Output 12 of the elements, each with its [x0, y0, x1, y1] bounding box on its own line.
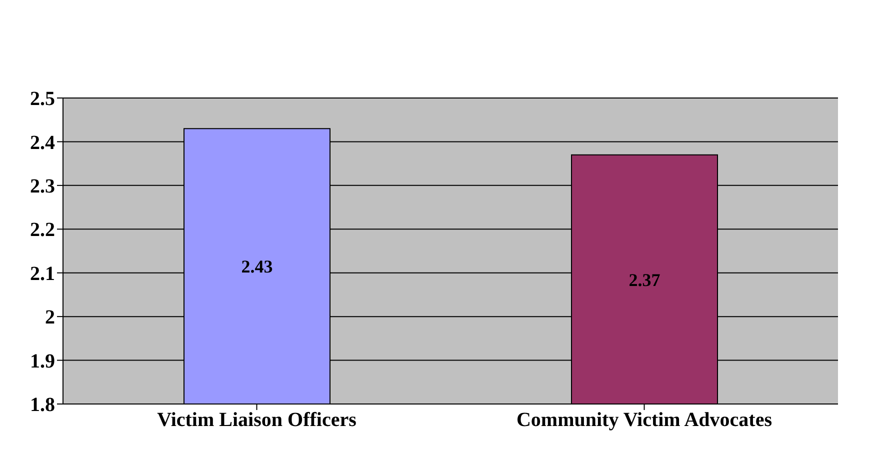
data-label: 2.37 [628, 270, 660, 290]
y-tick-label: 2.5 [30, 88, 55, 110]
x-tick-label: Victim Liaison Officers [157, 409, 357, 432]
y-tick-label: 2.4 [30, 132, 55, 154]
y-tick-label: 1.9 [30, 350, 55, 372]
y-tick-label: 2 [45, 306, 55, 329]
y-tick-label: 2.3 [30, 176, 55, 198]
x-tick-label: Community Victim Advocates [516, 409, 772, 432]
data-label: 2.43 [241, 256, 273, 277]
y-tick-label: 1.8 [30, 394, 55, 416]
y-tick-label: 2.1 [30, 262, 55, 285]
y-tick-label: 2.2 [30, 219, 55, 242]
